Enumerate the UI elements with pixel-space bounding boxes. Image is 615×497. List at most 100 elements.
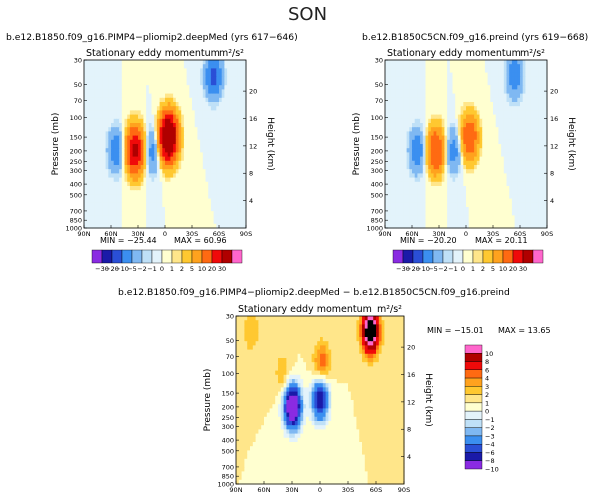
contour-cell [219, 219, 223, 225]
contour-cell [192, 89, 196, 95]
contour-cell [240, 144, 244, 149]
contour-cell [406, 131, 410, 137]
contour-cell [200, 97, 204, 103]
contour-cell [503, 194, 508, 200]
contour-cell [173, 211, 177, 216]
contour-cell [105, 190, 109, 195]
contour-cell [170, 110, 174, 116]
contour-cell [447, 76, 451, 82]
contour-cell [135, 93, 139, 99]
contour-cell [417, 190, 421, 195]
y2-tick-label: 12 [249, 142, 257, 150]
contour-cell [146, 173, 150, 179]
contour-cell [121, 156, 126, 162]
contour-cell [471, 89, 475, 95]
contour-cell [482, 106, 486, 111]
contour-cell [520, 211, 524, 216]
contour-cell [235, 152, 239, 158]
contour-cell [457, 68, 462, 74]
contour-cell [409, 160, 413, 166]
contour-cell [412, 131, 416, 137]
contour-cell [449, 156, 454, 162]
contour-cell [538, 207, 543, 212]
contour-cell [474, 181, 478, 187]
contour-cell [108, 190, 112, 195]
contour-cell [444, 64, 448, 69]
contour-cell [544, 202, 548, 208]
contour-cell [221, 127, 225, 132]
contour-cell [514, 102, 518, 107]
contour-cell [533, 68, 537, 74]
contour-cell [213, 85, 217, 90]
contour-cell [210, 186, 215, 191]
contour-cell [536, 223, 540, 229]
contour-cell [441, 173, 445, 179]
contour-cell [140, 114, 144, 120]
contour-cell [89, 118, 93, 124]
contour-cell [186, 198, 190, 204]
contour-cell [97, 152, 101, 158]
contour-cell [189, 64, 193, 69]
contour-cell [105, 207, 109, 212]
contour-cell [538, 144, 543, 149]
contour-cell [173, 114, 177, 120]
contour-cell [452, 68, 456, 74]
contour-cell [387, 76, 391, 82]
contour-cell [449, 190, 454, 195]
contour-cell [205, 60, 209, 65]
contour-cell [221, 152, 225, 158]
y2-tick-label: 12 [550, 142, 558, 150]
contour-cell [181, 148, 185, 153]
contour-cell [132, 135, 136, 141]
contour-cell [466, 97, 470, 103]
contour-cell [143, 123, 147, 128]
contour-cell [213, 219, 217, 225]
contour-cell [495, 144, 499, 149]
contour-cell [105, 102, 109, 107]
contour-cell [175, 102, 180, 107]
contour-cell [441, 148, 445, 153]
contour-cell [487, 97, 491, 103]
contour-cell [156, 139, 161, 145]
contour-cell [395, 89, 400, 95]
contour-cell [441, 169, 445, 174]
contour-cell [487, 114, 491, 120]
contour-cell [525, 72, 529, 78]
contour-cell [186, 215, 190, 221]
contour-cell [436, 60, 440, 65]
contour-cell [525, 127, 529, 132]
contour-cell [219, 131, 223, 137]
contour-cell [420, 165, 424, 170]
contour-cell [308, 316, 313, 321]
contour-cell [192, 123, 196, 128]
contour-cell [409, 181, 413, 187]
contour-cell [403, 93, 408, 99]
contour-cell [455, 64, 459, 69]
contour-cell [406, 215, 410, 221]
contour-cell [175, 160, 180, 166]
contour-cell [417, 64, 421, 69]
contour-cell [479, 148, 483, 153]
contour-cell [89, 190, 93, 195]
contour-cell [156, 198, 161, 204]
contour-cell [495, 215, 499, 221]
contour-cell [219, 207, 223, 212]
contour-cell [151, 177, 155, 183]
contour-cell [127, 219, 131, 225]
contour-cell [390, 186, 394, 191]
contour-cell [186, 152, 190, 158]
contour-cell [501, 110, 505, 116]
contour-cell [178, 144, 182, 149]
contour-cell [439, 97, 443, 103]
contour-cell [414, 60, 418, 65]
contour-cell [124, 186, 128, 191]
contour-cell [520, 60, 524, 65]
contour-cell [420, 219, 424, 225]
contour-cell [482, 215, 486, 221]
contour-cell [121, 173, 126, 179]
contour-cell [84, 114, 88, 120]
contour-cell [232, 68, 236, 74]
contour-cell [200, 215, 204, 221]
contour-cell [143, 223, 147, 229]
contour-cell [159, 76, 163, 82]
